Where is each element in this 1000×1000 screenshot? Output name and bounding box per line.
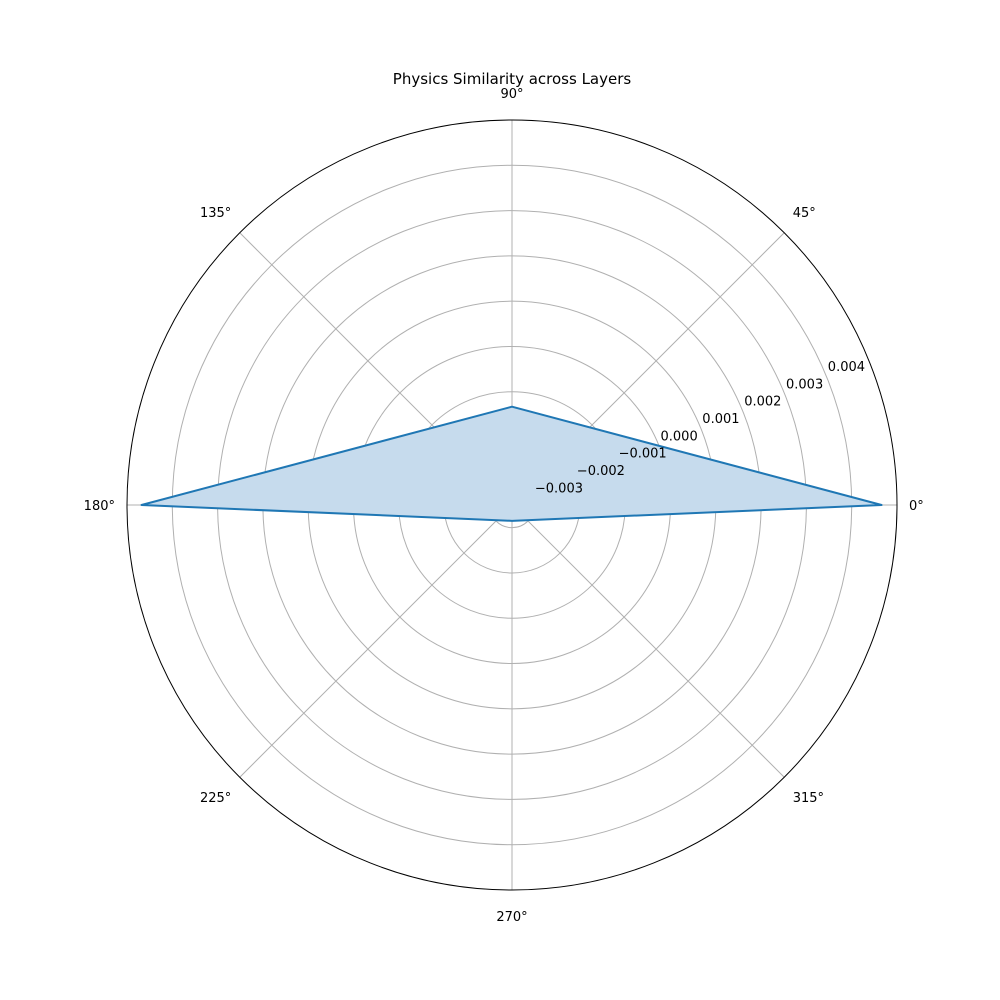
radial-tick-labels: −0.003 −0.002 −0.001 0.000 0.001 0.002 0.003 0.… — [535, 360, 865, 496]
polar-outer-frame — [126, 119, 898, 891]
angular-tick-label: 90° — [500, 87, 523, 102]
angular-tick-label: 225° — [200, 791, 231, 806]
angular-tick-label: 0° — [909, 499, 924, 514]
radial-tick-label: −0.002 — [577, 464, 625, 479]
radial-tick-label: −0.001 — [619, 447, 667, 462]
angular-tick-labels: 0° 45° 90° 135° 180° 225° 270° 315° — [84, 87, 924, 925]
angular-gridline — [239, 504, 513, 778]
angular-tick-label: 45° — [793, 206, 816, 221]
angular-tick-label: 270° — [496, 910, 527, 925]
radial-tick-label: 0.001 — [702, 412, 739, 427]
angular-gridline — [511, 504, 785, 778]
radial-tick-label: −0.003 — [535, 481, 583, 496]
polar-frame — [126, 119, 898, 891]
angular-tick-label: 315° — [793, 791, 824, 806]
radial-tick-label: 0.002 — [744, 395, 781, 410]
angular-tick-label: 135° — [200, 206, 231, 221]
chart-title: Physics Similarity across Layers — [393, 70, 632, 88]
series-fill — [141, 406, 882, 521]
radial-tick-label: 0.003 — [786, 377, 823, 392]
data-area — [140, 405, 883, 522]
series-line — [140, 405, 883, 522]
angular-tick-label: 180° — [84, 499, 115, 514]
radial-tick-label: 0.000 — [661, 429, 698, 444]
radial-tick-label: 0.004 — [828, 360, 865, 375]
